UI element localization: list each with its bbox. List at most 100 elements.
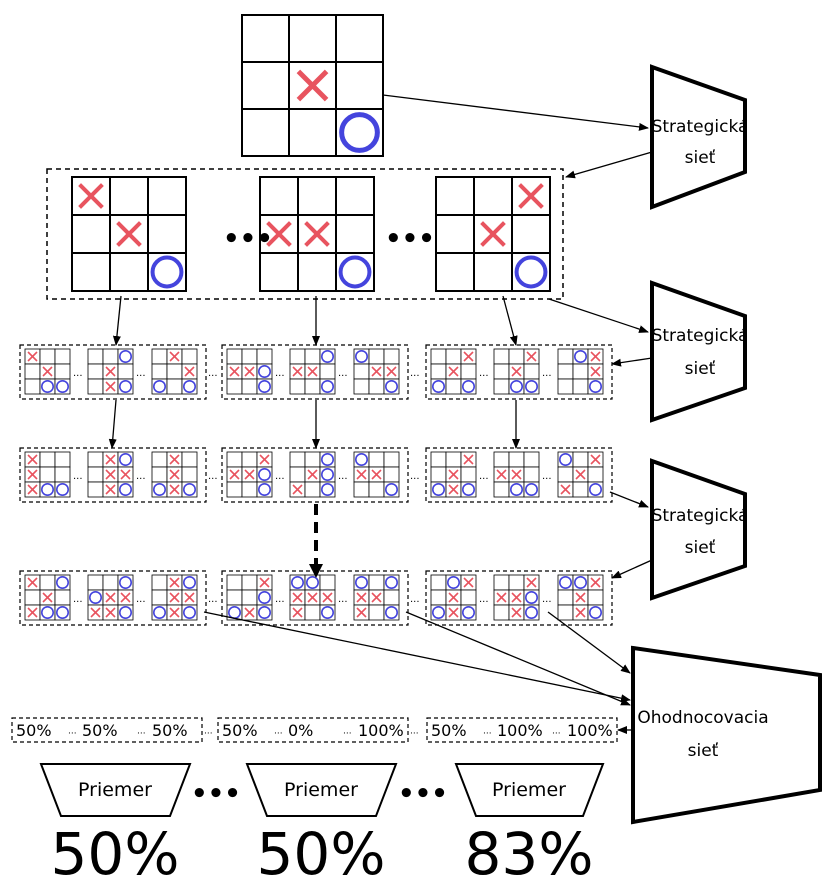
board-cell	[587, 466, 604, 483]
board-cell	[572, 451, 589, 468]
board-cell	[241, 14, 290, 63]
o-mark	[150, 255, 184, 289]
board-cell	[335, 61, 384, 110]
board-cell	[445, 348, 462, 365]
x-mark	[292, 592, 303, 603]
arrows	[108, 94, 653, 734]
board-cell	[445, 451, 462, 468]
o-mark	[461, 379, 475, 393]
x-mark	[575, 592, 586, 603]
board-cell	[241, 481, 258, 498]
o-mark	[524, 590, 538, 604]
root-board	[241, 14, 384, 157]
board-cell	[102, 574, 119, 591]
o-mark	[588, 605, 602, 619]
x-mark	[356, 592, 367, 603]
x-mark	[560, 484, 571, 495]
board-cell	[39, 451, 56, 468]
board-cell	[368, 481, 385, 498]
board-cell	[383, 589, 400, 606]
x-mark	[244, 469, 255, 480]
x-mark	[292, 366, 303, 377]
board-cell	[430, 348, 447, 365]
board-cell	[117, 363, 134, 380]
o-mark	[558, 452, 572, 466]
board-cell	[368, 604, 385, 621]
board-cell	[493, 604, 510, 621]
o-mark	[384, 575, 398, 589]
o-mark	[119, 605, 133, 619]
board-cell	[289, 378, 306, 395]
level1-separator-2: •••	[385, 224, 435, 254]
small-board	[87, 348, 134, 395]
o-mark	[257, 482, 271, 496]
x-mark	[27, 577, 38, 588]
x-mark	[463, 454, 474, 465]
small-board	[557, 348, 604, 395]
x-mark	[105, 454, 116, 465]
x-mark	[42, 366, 53, 377]
level1-board-3	[435, 176, 551, 292]
board-cell	[430, 451, 447, 468]
small-board	[24, 451, 71, 498]
small-separator: ···	[479, 474, 489, 485]
board-cell	[166, 363, 183, 380]
x-mark	[259, 577, 270, 588]
x-mark	[169, 351, 180, 362]
board-cell	[288, 14, 337, 63]
board-cell	[572, 378, 589, 395]
small-separator: ···	[542, 597, 552, 608]
small-board	[226, 348, 273, 395]
value-label: 50%	[82, 721, 118, 740]
board-cell	[297, 252, 337, 292]
board-cell	[151, 451, 168, 468]
o-mark	[40, 482, 54, 496]
small-board	[557, 574, 604, 621]
o-mark	[257, 379, 271, 393]
value-strip-3: 50% 100% 100% ··· ···	[426, 717, 618, 743]
x-mark	[511, 366, 522, 377]
board-cell	[460, 363, 477, 380]
o-mark	[339, 112, 380, 153]
board-cell	[147, 176, 187, 216]
arrow-row3-b-to-value-net	[405, 611, 631, 706]
board-cell	[24, 589, 41, 606]
x-mark	[496, 469, 507, 480]
board-cell	[493, 378, 510, 395]
x-mark	[526, 577, 537, 588]
small-board	[24, 348, 71, 395]
board-cell	[335, 14, 384, 63]
small-board	[226, 451, 273, 498]
policy-net-3-label-line1: Strategická	[652, 506, 749, 526]
x-mark	[116, 221, 142, 247]
x-mark	[590, 577, 601, 588]
o-mark	[446, 575, 460, 589]
x-mark	[105, 607, 116, 618]
board-cell	[241, 108, 290, 157]
x-mark	[511, 469, 522, 480]
average-2: Priemer	[245, 763, 398, 817]
o-mark	[119, 575, 133, 589]
o-mark	[320, 379, 334, 393]
board-cell	[473, 176, 513, 216]
small-board	[353, 574, 400, 621]
board-group: ··· ···	[19, 447, 207, 503]
row-1: ··· ··· ··· ··· ··· ··· ··· ···	[19, 344, 613, 400]
board-cell	[226, 378, 243, 395]
o-mark	[524, 605, 538, 619]
small-separator: ···	[275, 371, 285, 382]
x-mark	[590, 366, 601, 377]
board-cell	[493, 363, 510, 380]
board-cell	[304, 378, 321, 395]
value-net: Ohodnocovacia sieť	[631, 645, 822, 825]
board-cell	[493, 348, 510, 365]
board-cell	[493, 481, 510, 498]
arrow-level1-c-down	[502, 295, 518, 346]
group-separator: ···	[208, 597, 218, 608]
arrow-level1-a-down	[112, 295, 122, 346]
board-cell	[523, 466, 540, 483]
value-group-separator: ···	[410, 729, 419, 739]
board-cell	[24, 378, 41, 395]
x-mark	[307, 366, 318, 377]
